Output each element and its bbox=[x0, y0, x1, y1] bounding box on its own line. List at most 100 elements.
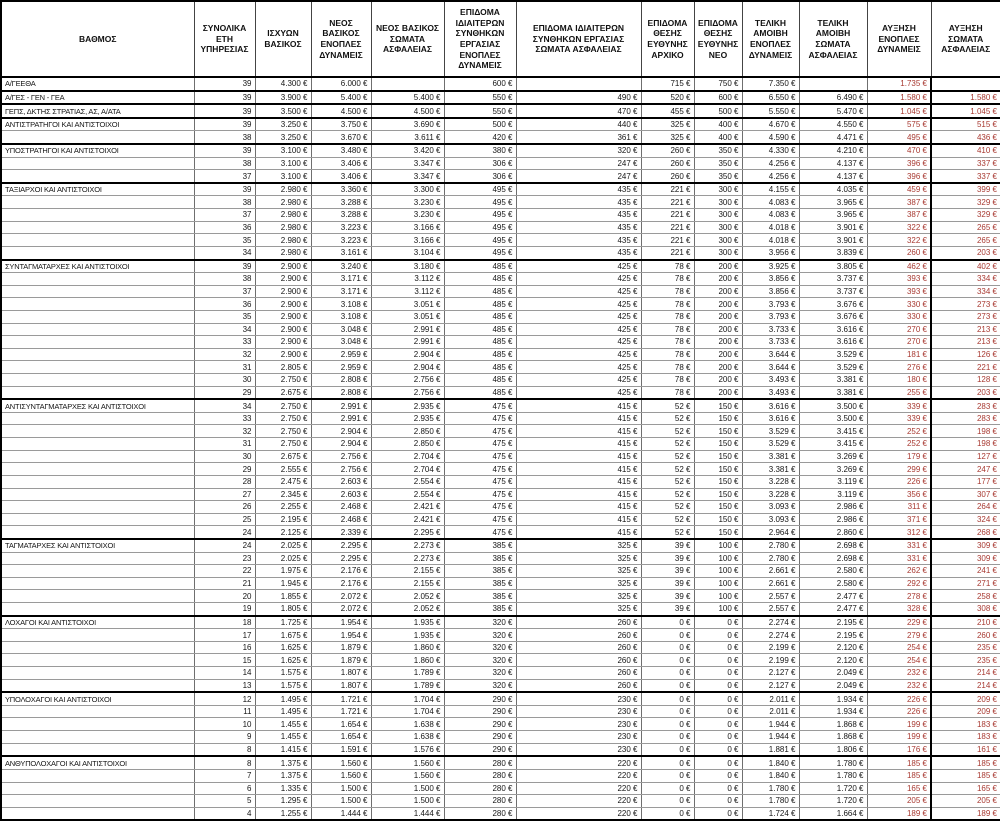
value-cell: 361 € bbox=[515, 130, 642, 145]
increase-cell: 328 € bbox=[866, 601, 932, 617]
value-cell: 2.850 € bbox=[370, 437, 445, 451]
value-cell: 0 € bbox=[693, 755, 743, 770]
increase-cell: 185 € bbox=[866, 768, 932, 783]
rank-cell-empty bbox=[0, 411, 195, 426]
value-cell: 39 € bbox=[640, 576, 695, 591]
years-cell: 8 bbox=[193, 742, 256, 757]
rank-cell: ΥΠΟΛΟΧΑΓΟΙ ΚΑΙ ΑΝΤΙΣΤΟΙΧΟΙ bbox=[0, 691, 195, 706]
value-cell: 280 € bbox=[443, 794, 517, 808]
value-cell: 3.223 € bbox=[310, 233, 372, 247]
increase-cell: 371 € bbox=[866, 512, 932, 527]
increase-cell: 334 € bbox=[930, 272, 1000, 286]
value-cell: 2.900 € bbox=[254, 284, 312, 299]
years-cell: 31 bbox=[193, 437, 256, 451]
table-row: 15 1.625 €1.879 €1.860 €320 €260 €0 €0 €2… bbox=[0, 653, 1000, 668]
value-cell: 150 € bbox=[693, 424, 743, 439]
increase-cell: 161 € bbox=[930, 742, 1000, 757]
value-cell: 2.199 € bbox=[741, 640, 800, 655]
table-row: ΛΟΧΑΓΟΙ ΚΑΙ ΑΝΤΙΣΤΟΙΧΟΙ 18 1.725 €1.954 €1… bbox=[0, 614, 1000, 630]
years-cell: 31 bbox=[193, 360, 256, 375]
increase-cell: 324 € bbox=[930, 512, 1000, 527]
value-cell: 230 € bbox=[515, 717, 642, 732]
value-cell: 260 € bbox=[640, 156, 695, 171]
years-cell: 17 bbox=[193, 628, 256, 642]
value-cell: 2.477 € bbox=[798, 601, 868, 617]
increase-cell: 232 € bbox=[866, 678, 932, 693]
increase-cell: 278 € bbox=[866, 589, 932, 603]
increase-cell: 183 € bbox=[930, 730, 1000, 744]
value-cell: 2.554 € bbox=[370, 487, 445, 502]
value-cell: 3.529 € bbox=[741, 424, 800, 439]
rank-cell-empty bbox=[0, 628, 195, 642]
value-cell bbox=[370, 76, 445, 92]
value-cell: 5.470 € bbox=[798, 103, 868, 119]
value-cell: 4.155 € bbox=[741, 181, 800, 197]
value-cell: 1.560 € bbox=[310, 755, 372, 770]
value-cell: 3.100 € bbox=[254, 156, 312, 171]
value-cell: 485 € bbox=[443, 347, 517, 362]
value-cell: 0 € bbox=[693, 806, 743, 821]
years-cell: 19 bbox=[193, 601, 256, 617]
increase-cell: 180 € bbox=[866, 373, 932, 387]
value-cell: 150 € bbox=[693, 449, 743, 464]
value-cell: 0 € bbox=[640, 730, 695, 744]
value-cell: 0 € bbox=[693, 768, 743, 783]
value-cell: 200 € bbox=[693, 347, 743, 362]
years-cell: 12 bbox=[193, 691, 256, 706]
value-cell: 0 € bbox=[693, 678, 743, 693]
value-cell: 2.475 € bbox=[254, 474, 312, 489]
increase-cell: 189 € bbox=[866, 806, 932, 821]
value-cell: 4.500 € bbox=[310, 103, 372, 119]
increase-cell: 252 € bbox=[866, 437, 932, 451]
value-cell: 1.868 € bbox=[798, 730, 868, 744]
rank-cell: ΣΥΝΤΑΓΜΑΤΑΡΧΕΣ ΚΑΙ ΑΝΤΙΣΤΟΙΧΟΙ bbox=[0, 258, 195, 274]
value-cell: 520 € bbox=[640, 89, 695, 105]
value-cell: 0 € bbox=[693, 614, 743, 630]
rank-cell-empty bbox=[0, 512, 195, 527]
value-cell: 300 € bbox=[693, 181, 743, 197]
table-row: ΥΠΟΛΟΧΑΓΟΙ ΚΑΙ ΑΝΤΙΣΤΟΙΧΟΙ 12 1.495 €1.721… bbox=[0, 691, 1000, 706]
value-cell: 2.756 € bbox=[370, 385, 445, 400]
value-cell: 2.750 € bbox=[254, 373, 312, 387]
value-cell: 2.991 € bbox=[310, 398, 372, 413]
column-header-9: ΤΕΛΙΚΗ ΑΜΟΙΒΗ ΕΝΟΠΛΕΣ ΔΥΝΑΜΕΙΣ bbox=[741, 0, 800, 78]
value-cell: 3.051 € bbox=[370, 309, 445, 324]
increase-cell: 331 € bbox=[866, 537, 932, 553]
increase-cell: 127 € bbox=[930, 449, 1000, 464]
increase-cell: 226 € bbox=[866, 691, 932, 706]
increase-cell: 198 € bbox=[930, 437, 1000, 451]
value-cell: 2.155 € bbox=[370, 564, 445, 578]
value-cell: 5.550 € bbox=[741, 103, 800, 119]
value-cell: 0 € bbox=[693, 640, 743, 655]
years-cell: 39 bbox=[193, 76, 256, 92]
value-cell: 3.093 € bbox=[741, 500, 800, 514]
value-cell: 300 € bbox=[693, 195, 743, 210]
value-cell: 2.805 € bbox=[254, 360, 312, 375]
value-cell: 425 € bbox=[515, 297, 642, 311]
rank-cell-empty bbox=[0, 208, 195, 222]
value-cell: 2.120 € bbox=[798, 653, 868, 668]
value-cell: 3.100 € bbox=[254, 143, 312, 158]
table-header: ΒΑΘΜΟΣ ΣΥΝΟΛΙΚΑ ΕΤΗ ΥΠΗΡΕΣΙΑΣ ΙΣΧΥΩΝ ΒΑΣΙΚ… bbox=[0, 0, 1000, 78]
value-cell: 1.638 € bbox=[370, 717, 445, 732]
increase-cell: 470 € bbox=[866, 143, 932, 158]
increase-cell: 229 € bbox=[866, 614, 932, 630]
value-cell: 325 € bbox=[515, 551, 642, 566]
value-cell: 2.675 € bbox=[254, 449, 312, 464]
value-cell: 3.104 € bbox=[370, 245, 445, 261]
value-cell: 2.959 € bbox=[310, 360, 372, 375]
value-cell: 2.176 € bbox=[310, 564, 372, 578]
table-row: 19 1.805 €2.072 €2.052 €385 €325 €39 €100… bbox=[0, 601, 1000, 617]
value-cell: 1.954 € bbox=[310, 628, 372, 642]
value-cell: 1.935 € bbox=[370, 628, 445, 642]
rank-cell: ΑΝΘΥΠΟΛΟΧΑΓΟΙ ΚΑΙ ΑΝΤΙΣΤΟΙΧΟΙ bbox=[0, 755, 195, 770]
table-row: Α/ΓΕΣ - ΓΕΝ - ΓΕΑ 39 3.900 €5.400 €5.400 €… bbox=[0, 89, 1000, 105]
value-cell: 2.421 € bbox=[370, 512, 445, 527]
value-cell: 325 € bbox=[515, 601, 642, 617]
value-cell: 0 € bbox=[640, 691, 695, 706]
value-cell: 1.375 € bbox=[254, 768, 312, 783]
increase-cell: 235 € bbox=[930, 640, 1000, 655]
value-cell: 200 € bbox=[693, 258, 743, 274]
value-cell: 150 € bbox=[693, 398, 743, 413]
increase-cell: 270 € bbox=[866, 322, 932, 337]
